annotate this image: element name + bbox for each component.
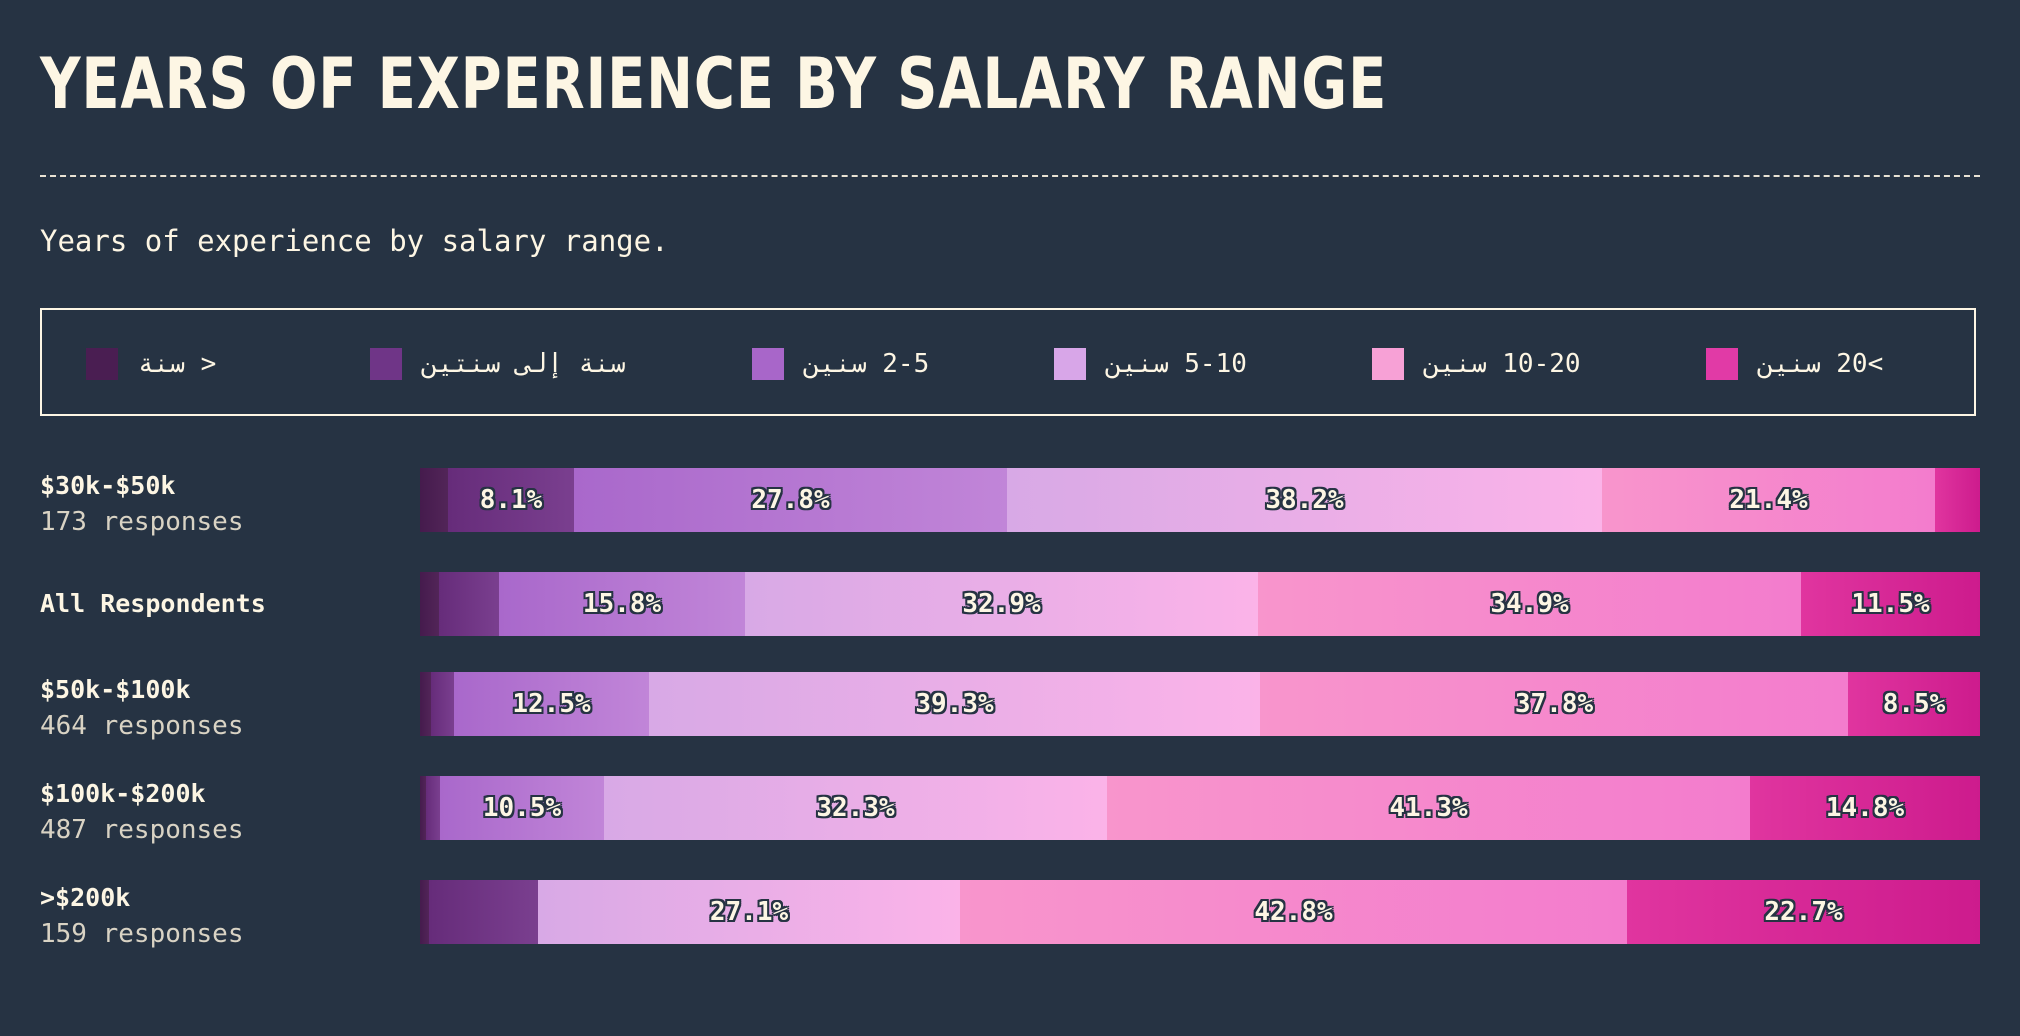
segment-value-label: 8.5% <box>1882 689 1946 719</box>
legend-item: 2-5 سنين <box>752 348 929 380</box>
segment-value-label: 34.9% <box>1490 589 1569 619</box>
bar-track: 27.1% 42.8% 22.7% <box>420 880 1980 944</box>
legend-swatch <box>1372 348 1404 380</box>
bar-segment <box>420 776 426 840</box>
bar-track: 15.8% 32.9% 34.9% 11.5% <box>420 572 1980 636</box>
legend: < سنة سنة إلى سنتين 2-5 سنين 5-10 سنين 10-20… <box>40 308 1976 416</box>
chart-title: YEARS OF EXPERIENCE BY SALARY RANGE <box>40 43 1388 125</box>
segment-value-label: 27.8% <box>751 485 830 515</box>
segment-value-label: 42.8% <box>1254 897 1333 927</box>
bar-segment: 32.3% <box>604 776 1107 840</box>
bar-segment: 12.5% <box>454 672 649 736</box>
row-label: >$200k 159 responses <box>40 881 244 953</box>
segment-value-label: 41.3% <box>1389 793 1468 823</box>
legend-item: 10-20 سنين <box>1372 348 1581 380</box>
legend-label: < سنة <box>138 349 217 379</box>
segment-value-label: 22.7% <box>1764 897 1843 927</box>
title-divider <box>40 175 1980 177</box>
bar-segment: 41.3% <box>1107 776 1750 840</box>
legend-label: 2-5 سنين <box>804 349 930 379</box>
bar-segment: 8.5% <box>1848 672 1980 736</box>
segment-value-label: 11.5% <box>1851 589 1930 619</box>
row-name: >$200k <box>40 883 131 912</box>
bar-segment: 32.9% <box>745 572 1258 636</box>
bar-segment: 14.8% <box>1750 776 1980 840</box>
legend-swatch <box>1054 348 1086 380</box>
bar-segment: 8.1% <box>448 468 574 532</box>
bar-segment <box>420 572 439 636</box>
bar-segment: 10.5% <box>440 776 604 840</box>
row-responses: 173 responses <box>40 507 244 537</box>
row-label: $50k-$100k 464 responses <box>40 673 244 745</box>
bar-segment <box>426 776 440 840</box>
bar-segment: 15.8% <box>499 572 745 636</box>
segment-value-label: 38.2% <box>1265 485 1344 515</box>
bar-segment <box>420 880 429 944</box>
legend-swatch <box>86 348 118 380</box>
legend-item: >20 سنين <box>1706 348 1883 380</box>
legend-label: >20 سنين <box>1758 349 1884 379</box>
row-name: $100k-$200k <box>40 779 206 808</box>
legend-swatch <box>752 348 784 380</box>
legend-swatch <box>370 348 402 380</box>
bar-track: 10.5% 32.3% 41.3% 14.8% <box>420 776 1980 840</box>
bar-segment: 22.7% <box>1627 880 1980 944</box>
legend-item: < سنة <box>86 348 216 380</box>
chart-subtitle: Years of experience by salary range. <box>40 224 669 258</box>
segment-value-label: 12.5% <box>512 689 591 719</box>
bar-segment <box>1935 468 1980 532</box>
bar-segment <box>431 672 454 736</box>
bar-segment: 21.4% <box>1602 468 1935 532</box>
segment-value-label: 8.1% <box>479 485 543 515</box>
segment-value-label: 14.8% <box>1825 793 1905 823</box>
legend-label: 5-10 سنين <box>1106 349 1247 379</box>
bar-segment: 27.8% <box>574 468 1007 532</box>
row-label: $100k-$200k 487 responses <box>40 777 244 849</box>
legend-item: 5-10 سنين <box>1054 348 1247 380</box>
segment-value-label: 27.1% <box>709 897 789 927</box>
row-responses: 487 responses <box>40 815 244 845</box>
bar-segment <box>420 468 448 532</box>
bar-segment: 42.8% <box>960 880 1627 944</box>
segment-value-label: 32.3% <box>816 793 895 823</box>
row-name: All Respondents <box>40 589 266 618</box>
legend-swatch <box>1706 348 1738 380</box>
bar-segment <box>420 672 431 736</box>
segment-value-label: 39.3% <box>915 689 994 719</box>
segment-value-label: 21.4% <box>1729 485 1808 515</box>
legend-label: سنة إلى سنتين <box>422 349 626 379</box>
bar-segment: 11.5% <box>1801 572 1980 636</box>
legend-label: 10-20 سنين <box>1424 349 1581 379</box>
segment-value-label: 37.8% <box>1514 689 1594 719</box>
row-responses: 464 responses <box>40 711 244 741</box>
row-label: $30k-$50k 173 responses <box>40 469 244 541</box>
row-name: $50k-$100k <box>40 675 191 704</box>
segment-value-label: 32.9% <box>962 589 1041 619</box>
bar-segment: 37.8% <box>1260 672 1848 736</box>
bar-track: 12.5% 39.3% 37.8% 8.5% <box>420 672 1980 736</box>
bar-track: 8.1% 27.8% 38.2% 21.4% <box>420 468 1980 532</box>
bar-segment: 27.1% <box>538 880 960 944</box>
bar-segment: 34.9% <box>1258 572 1801 636</box>
bar-segment: 38.2% <box>1007 468 1602 532</box>
bar-segment: 39.3% <box>649 672 1260 736</box>
row-label: All Respondents <box>40 587 266 621</box>
segment-value-label: 10.5% <box>482 793 562 823</box>
row-name: $30k-$50k <box>40 471 176 500</box>
segment-value-label: 15.8% <box>582 589 662 619</box>
row-responses: 159 responses <box>40 919 244 949</box>
bar-segment <box>429 880 538 944</box>
legend-item: سنة إلى سنتين <box>370 348 626 380</box>
bar-segment <box>439 572 499 636</box>
